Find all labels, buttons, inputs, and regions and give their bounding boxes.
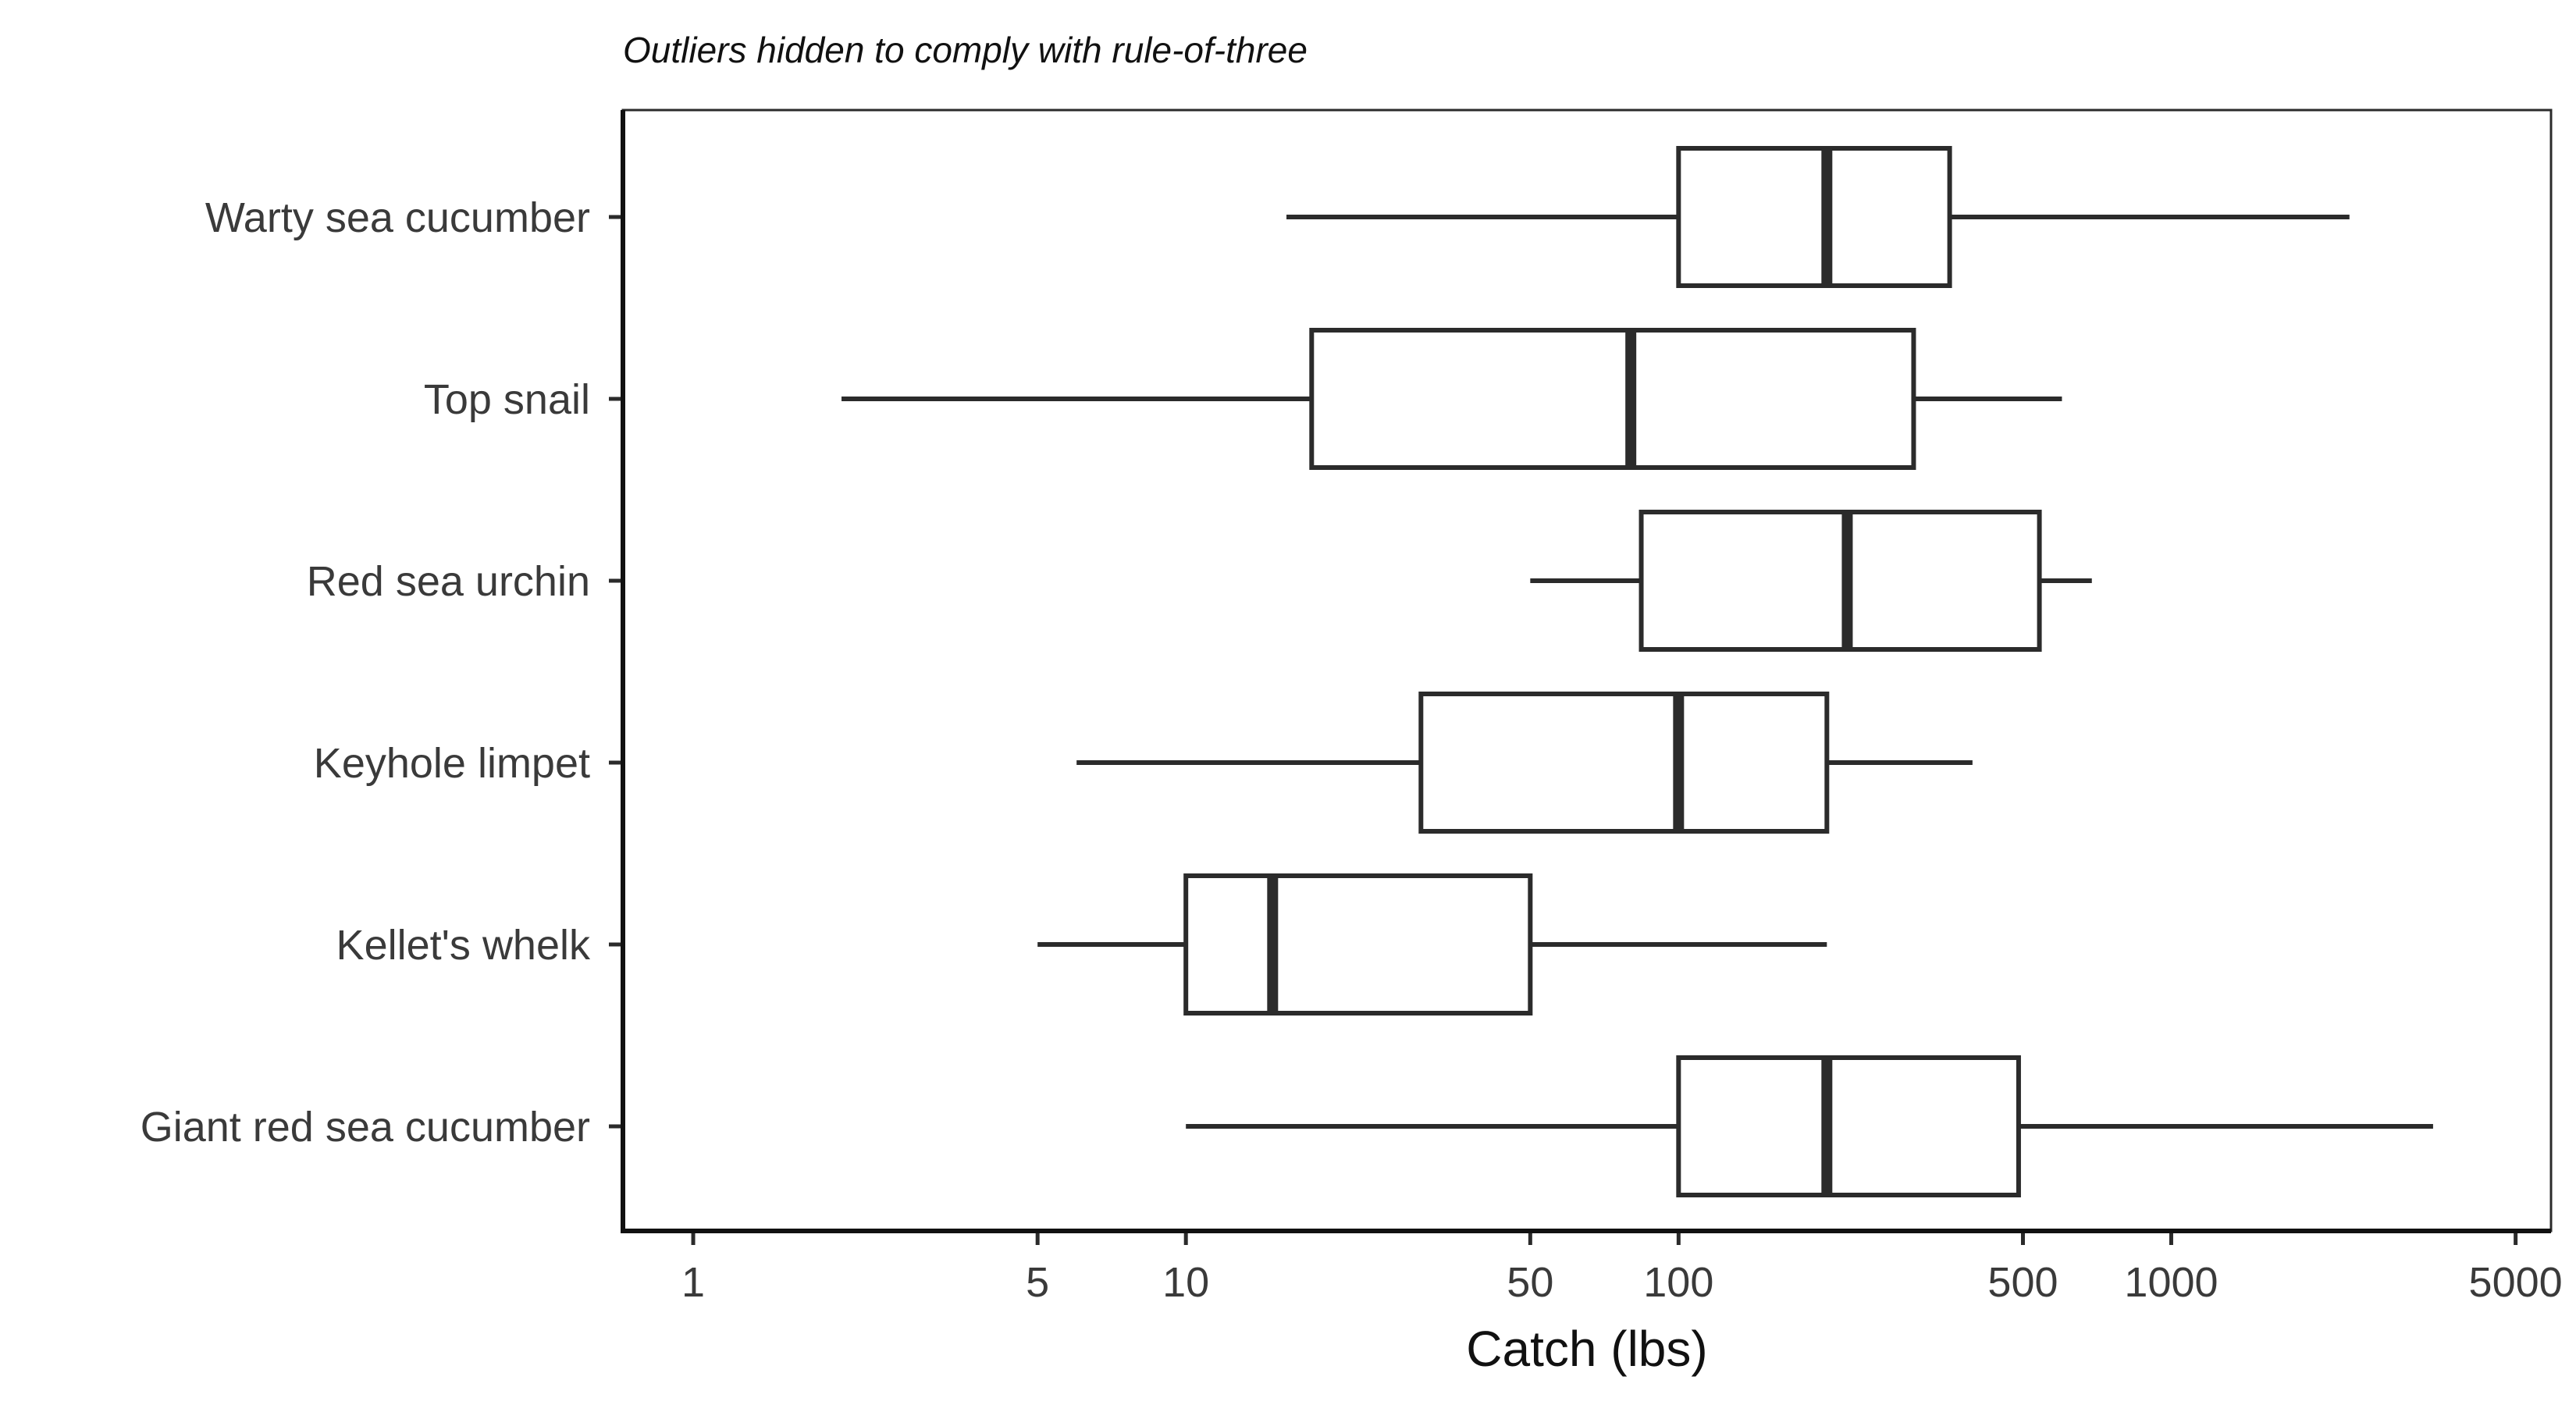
- box-group: [1186, 1055, 2433, 1197]
- x-axis-title: Catch (lbs): [1466, 1321, 1707, 1377]
- x-tick-label: 1000: [2124, 1259, 2218, 1306]
- iqr-box: [1418, 692, 1830, 834]
- iqr-box: [1676, 146, 1952, 288]
- box-group: [841, 328, 2062, 470]
- category-label: Red sea urchin: [307, 558, 590, 605]
- box-group: [1286, 146, 2350, 288]
- boxes-layer: [841, 146, 2433, 1197]
- category-axis: Warty sea cucumber Top snail Red sea urchi…: [141, 194, 623, 1151]
- iqr-box: [1638, 510, 2042, 652]
- x-axis: 1 5 10 50 100 500 1000 5000: [681, 1231, 2563, 1306]
- x-tick-label: 100: [1643, 1259, 1713, 1306]
- plot-panel: [621, 108, 2553, 1232]
- x-tick-label: 10: [1162, 1259, 1209, 1306]
- category-label: Kellet's whelk: [336, 922, 591, 969]
- x-tick-label: 1: [681, 1259, 705, 1306]
- category-label: Giant red sea cucumber: [141, 1104, 590, 1151]
- x-tick-label: 5000: [2469, 1259, 2563, 1306]
- x-tick-label: 5: [1026, 1259, 1049, 1306]
- iqr-box: [1309, 328, 1916, 470]
- x-tick-label: 500: [1987, 1259, 2058, 1306]
- box-group: [1037, 873, 1827, 1016]
- iqr-box: [1676, 1055, 2021, 1197]
- iqr-box: [1183, 873, 1533, 1016]
- category-label: Top snail: [424, 376, 590, 423]
- box-group: [1530, 510, 2092, 652]
- chart-subtitle: Outliers hidden to comply with rule-of-t…: [623, 30, 1308, 70]
- x-tick-label: 50: [1507, 1259, 1553, 1306]
- category-label: Keyhole limpet: [314, 740, 590, 787]
- category-label: Warty sea cucumber: [205, 194, 590, 241]
- box-group: [1076, 692, 1973, 834]
